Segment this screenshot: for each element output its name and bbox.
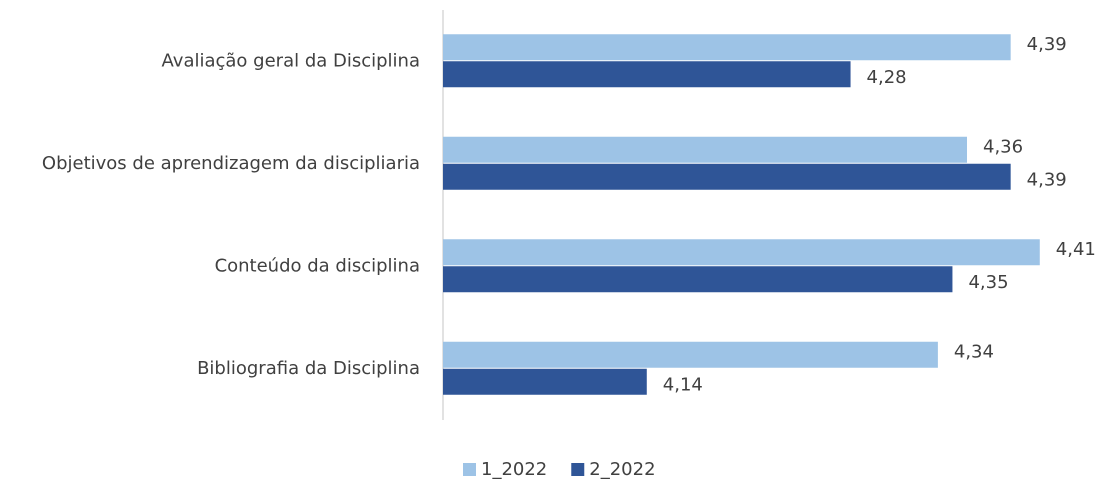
data-label: 4,14 [663,374,703,395]
legend-swatch [463,463,476,476]
category-label: Objetivos de aprendizagem da discipliari… [42,153,420,174]
data-label: 4,41 [1056,239,1096,260]
bar [443,136,967,163]
bar [443,61,851,88]
legend-swatch [571,463,585,476]
category-label: Conteúdo da disciplina [215,255,420,276]
data-label: 4,34 [954,341,994,362]
legend-label: 2_2022 [589,459,655,480]
bar [443,341,938,368]
data-label: 4,39 [1027,34,1067,55]
bar [443,34,1011,61]
category-label: Avaliação geral da Disciplina [162,50,420,71]
legend-label: 1_2022 [481,459,547,480]
bar [443,163,1011,190]
bar [443,239,1040,266]
data-label: 4,35 [968,272,1008,293]
data-label: 4,36 [983,136,1023,157]
category-label: Bibliografia da Disciplina [197,358,420,379]
bar [443,266,953,293]
data-label: 4,28 [867,67,907,88]
bar [443,368,647,395]
data-label: 4,39 [1027,169,1067,190]
